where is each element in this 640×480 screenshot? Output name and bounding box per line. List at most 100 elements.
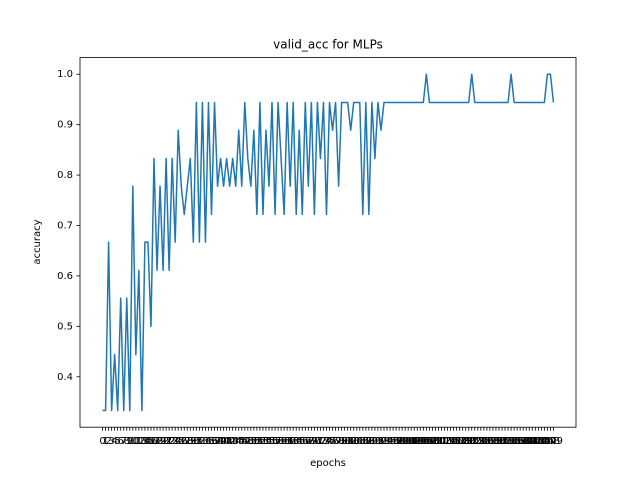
x-tick-label: 30 bbox=[187, 436, 200, 447]
x-tick-label: 7 bbox=[121, 436, 127, 447]
x-tick-label: 24 bbox=[169, 436, 182, 447]
x-tick-label: 76 bbox=[326, 436, 339, 447]
x-tick-label: 104 bbox=[408, 436, 427, 447]
x-tick-label: 41 bbox=[220, 436, 233, 447]
x-tick-label: 61 bbox=[281, 436, 294, 447]
chart-title: valid_acc for MLPs bbox=[273, 38, 383, 52]
x-tick-label: 36 bbox=[205, 436, 218, 447]
x-tick-label: 72 bbox=[314, 436, 327, 447]
x-tick-label: 10 bbox=[126, 436, 139, 447]
x-tick-label: 89 bbox=[366, 436, 379, 447]
x-tick-label: 121 bbox=[459, 436, 478, 447]
x-tick-label: 43 bbox=[226, 436, 239, 447]
x-tick-label: 138 bbox=[511, 436, 530, 447]
x-tick-label: 0 bbox=[99, 436, 105, 447]
x-tick-label: 58 bbox=[272, 436, 285, 447]
x-tick-label: 102 bbox=[402, 436, 421, 447]
x-tick-label: 119 bbox=[453, 436, 472, 447]
x-tick-label: 2 bbox=[105, 436, 111, 447]
x-tick-label: 139 bbox=[514, 436, 533, 447]
x-tick-label: 38 bbox=[211, 436, 224, 447]
x-tick-label: 113 bbox=[435, 436, 454, 447]
x-tick-label: 12 bbox=[132, 436, 145, 447]
x-tick-label: 86 bbox=[356, 436, 369, 447]
x-tick-label: 100 bbox=[396, 436, 415, 447]
x-tick-label: 44 bbox=[229, 436, 242, 447]
x-tick-label: 124 bbox=[468, 436, 487, 447]
x-tick-label: 105 bbox=[411, 436, 430, 447]
x-tick-label: 126 bbox=[474, 436, 493, 447]
x-tick-label: 60 bbox=[278, 436, 291, 447]
x-tick-label: 135 bbox=[502, 436, 521, 447]
x-tick-label: 19 bbox=[154, 436, 167, 447]
x-tick-label: 45 bbox=[232, 436, 245, 447]
x-tick-label: 146 bbox=[535, 436, 554, 447]
x-tick-label: 120 bbox=[456, 436, 475, 447]
x-tick-label: 22 bbox=[163, 436, 176, 447]
x-tick-label: 49 bbox=[244, 436, 257, 447]
x-tick-label: 68 bbox=[302, 436, 315, 447]
x-tick-label: 145 bbox=[532, 436, 551, 447]
x-tick-label: 21 bbox=[160, 436, 173, 447]
x-tick-label: 131 bbox=[489, 436, 508, 447]
x-tick-label: 88 bbox=[362, 436, 375, 447]
x-tick-label: 75 bbox=[323, 436, 336, 447]
x-tick-label: 142 bbox=[523, 436, 542, 447]
x-tick-label: 55 bbox=[263, 436, 276, 447]
x-tick-label: 8 bbox=[124, 436, 130, 447]
x-tick-label: 56 bbox=[266, 436, 279, 447]
x-tick-label: 107 bbox=[417, 436, 436, 447]
x-tick-label: 1 bbox=[102, 436, 108, 447]
x-tick-label: 103 bbox=[405, 436, 424, 447]
x-tick-label: 23 bbox=[166, 436, 179, 447]
x-tick-label: 35 bbox=[202, 436, 215, 447]
x-tick-label: 52 bbox=[254, 436, 267, 447]
x-tick-label: 47 bbox=[238, 436, 251, 447]
x-tick-label: 18 bbox=[151, 436, 164, 447]
x-tick-label: 84 bbox=[350, 436, 363, 447]
x-tick-label: 54 bbox=[260, 436, 273, 447]
x-tick-label: 149 bbox=[544, 436, 563, 447]
x-tick-label: 98 bbox=[393, 436, 406, 447]
x-axis-label: epochs bbox=[310, 458, 346, 469]
plot-frame bbox=[79, 57, 577, 428]
x-tick-label: 140 bbox=[517, 436, 536, 447]
x-tick-label: 34 bbox=[199, 436, 212, 447]
x-tick-label: 13 bbox=[136, 436, 149, 447]
x-tick-label: 77 bbox=[329, 436, 342, 447]
x-tick-label: 101 bbox=[399, 436, 418, 447]
x-tick-label: 85 bbox=[353, 436, 366, 447]
x-tick-label: 63 bbox=[287, 436, 300, 447]
data-line bbox=[102, 73, 555, 412]
x-tick-label: 3 bbox=[108, 436, 114, 447]
x-tick-label: 65 bbox=[293, 436, 306, 447]
x-tick-label: 118 bbox=[450, 436, 469, 447]
x-tick-label: 96 bbox=[387, 436, 400, 447]
x-tick-label: 106 bbox=[414, 436, 433, 447]
x-tick-label: 134 bbox=[499, 436, 518, 447]
x-tick-label: 37 bbox=[208, 436, 221, 447]
x-tick-label: 69 bbox=[305, 436, 318, 447]
x-tick-label: 93 bbox=[378, 436, 391, 447]
x-tick-label: 112 bbox=[432, 436, 451, 447]
x-tick-label: 17 bbox=[148, 436, 161, 447]
x-tick-label: 133 bbox=[495, 436, 514, 447]
x-tick-label: 78 bbox=[332, 436, 345, 447]
x-tick-label: 110 bbox=[426, 436, 445, 447]
x-tick-label: 141 bbox=[520, 436, 539, 447]
x-tick-label: 130 bbox=[486, 436, 505, 447]
y-tick-label: 0.6 bbox=[57, 271, 73, 282]
x-tick-label: 46 bbox=[235, 436, 248, 447]
x-tick-label: 132 bbox=[492, 436, 511, 447]
y-tick-label: 0.5 bbox=[57, 321, 73, 332]
x-tick-label: 125 bbox=[471, 436, 490, 447]
x-tick-label: 31 bbox=[190, 436, 203, 447]
x-tick-label: 14 bbox=[139, 436, 152, 447]
x-tick-label: 40 bbox=[217, 436, 230, 447]
y-tick-label: 1.0 bbox=[57, 69, 73, 80]
x-tick-label: 53 bbox=[257, 436, 270, 447]
x-tick-label: 128 bbox=[480, 436, 499, 447]
x-tick-label: 82 bbox=[344, 436, 357, 447]
x-tick-label: 129 bbox=[483, 436, 502, 447]
